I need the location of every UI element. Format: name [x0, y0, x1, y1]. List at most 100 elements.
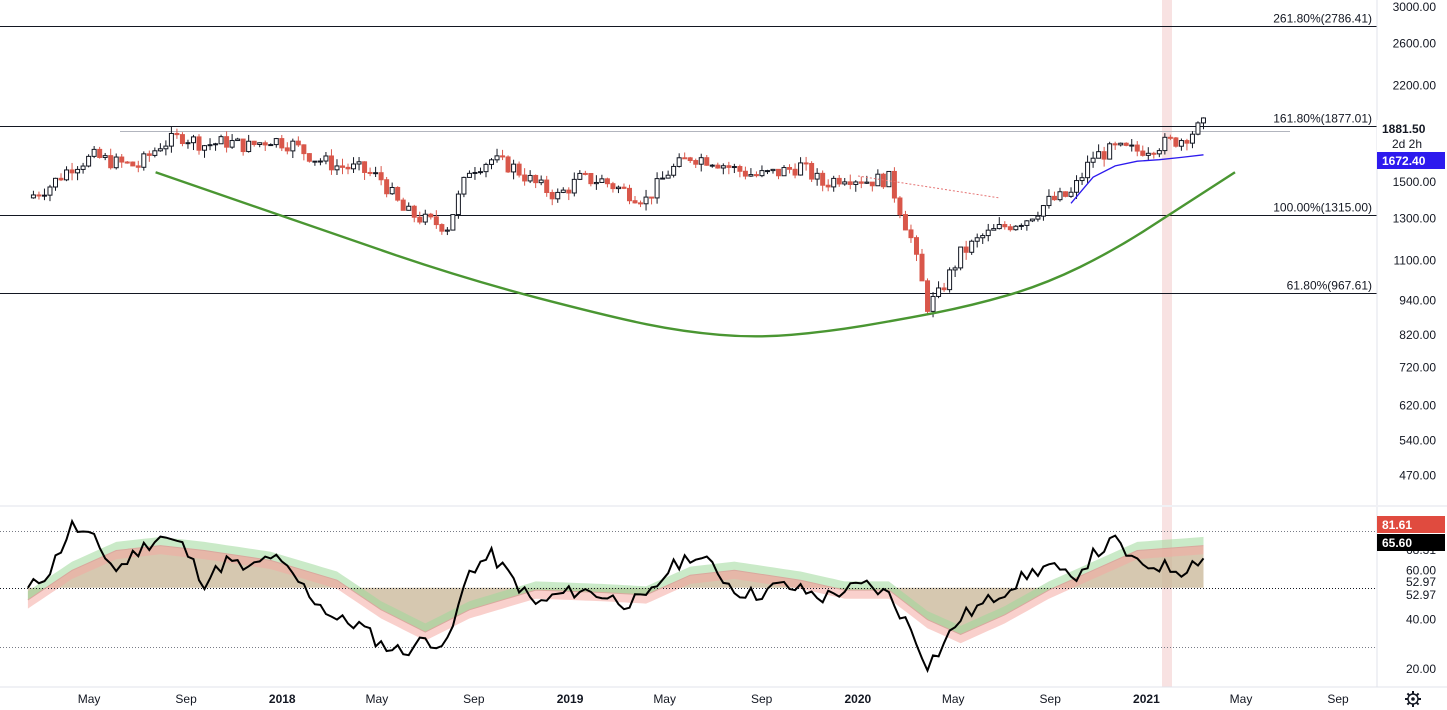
candle — [643, 189, 649, 211]
candle — [742, 166, 748, 180]
price-tick-label: 720.00 — [1399, 361, 1436, 375]
candle — [97, 146, 103, 159]
candle — [980, 233, 986, 244]
candle — [947, 267, 953, 293]
candle — [593, 175, 599, 190]
time-tick-label: May — [1230, 692, 1253, 706]
candle — [676, 153, 682, 168]
candle — [1107, 141, 1113, 160]
last-price-value: 1881.50 — [1382, 122, 1426, 136]
candle — [588, 172, 594, 187]
candle — [411, 204, 417, 223]
candle — [1096, 144, 1102, 159]
candle — [1118, 142, 1124, 147]
candle — [1195, 121, 1201, 136]
candle — [1156, 148, 1162, 158]
candle — [709, 164, 715, 168]
candle — [41, 188, 47, 201]
candle — [737, 164, 743, 178]
candle — [886, 170, 892, 188]
candle — [235, 137, 241, 142]
candle — [356, 157, 362, 171]
candle — [792, 163, 798, 179]
candle — [963, 240, 969, 260]
candle — [86, 154, 92, 168]
candle — [505, 155, 511, 173]
candle — [615, 185, 621, 194]
oscillator-fill-areas — [27, 536, 1204, 644]
candle — [621, 183, 627, 190]
oscillator-tick-label: 20.00 — [1406, 662, 1436, 676]
candle — [1189, 131, 1195, 149]
candle — [969, 239, 975, 255]
price-tick-label: 470.00 — [1399, 468, 1436, 482]
candle — [378, 166, 384, 186]
gear-icon[interactable] — [1405, 691, 1421, 707]
candle — [317, 158, 323, 166]
fib-level-label: 161.80%(1877.01) — [1273, 112, 1372, 126]
price-tick-label: 3000.00 — [1393, 0, 1437, 14]
candle — [533, 174, 539, 189]
candle — [213, 142, 219, 151]
candle — [339, 158, 345, 175]
candle — [632, 196, 638, 204]
candle — [273, 137, 279, 148]
candle — [726, 161, 732, 175]
candle — [941, 282, 947, 292]
candle — [207, 138, 213, 151]
candle — [400, 197, 406, 211]
candle — [1040, 204, 1046, 221]
candle — [798, 157, 804, 176]
candle — [1079, 172, 1085, 185]
candle — [516, 161, 522, 178]
candle — [119, 154, 125, 168]
fib-level-label: 261.80%(2786.41) — [1273, 12, 1372, 26]
candle — [224, 131, 230, 153]
candle — [577, 170, 583, 181]
candle — [687, 156, 693, 164]
candle — [1035, 211, 1041, 222]
candle — [560, 187, 566, 194]
oscillator-badge-red: 81.61 — [1377, 516, 1445, 533]
candle — [555, 188, 561, 203]
candle — [952, 265, 958, 277]
highlight-band-price — [1162, 0, 1172, 505]
candle — [1167, 134, 1173, 141]
candle — [1046, 189, 1052, 209]
price-panel-lines — [0, 26, 1377, 294]
candle — [1002, 221, 1008, 230]
candlestick-series — [30, 117, 1206, 318]
candle — [179, 132, 185, 147]
price-tick-label: 820.00 — [1399, 328, 1436, 342]
candle — [251, 140, 257, 147]
candle — [284, 142, 290, 155]
candle — [1184, 138, 1190, 151]
oscillator-tick-label: 40.00 — [1406, 613, 1436, 627]
candle — [538, 175, 544, 186]
candle — [527, 170, 533, 184]
candle — [384, 176, 390, 198]
moving-average-line — [1070, 154, 1204, 204]
candle — [649, 196, 655, 205]
candle — [776, 168, 782, 180]
candle — [1051, 191, 1057, 201]
candle — [748, 168, 754, 177]
time-tick-label: Sep — [1040, 692, 1062, 706]
candle — [163, 140, 169, 156]
candle — [1140, 145, 1146, 157]
candle — [880, 172, 886, 189]
candle — [847, 174, 853, 190]
time-tick-label: May — [653, 692, 676, 706]
candle — [168, 126, 174, 153]
candle — [489, 158, 495, 170]
candle — [428, 212, 434, 220]
candle — [638, 200, 644, 208]
candle — [64, 166, 70, 182]
candle — [1018, 223, 1024, 230]
time-tick-label: 2021 — [1133, 692, 1160, 706]
candle — [582, 170, 588, 176]
candle — [1112, 141, 1118, 150]
candle — [1129, 139, 1135, 152]
candle — [809, 161, 815, 183]
candle — [444, 227, 450, 236]
